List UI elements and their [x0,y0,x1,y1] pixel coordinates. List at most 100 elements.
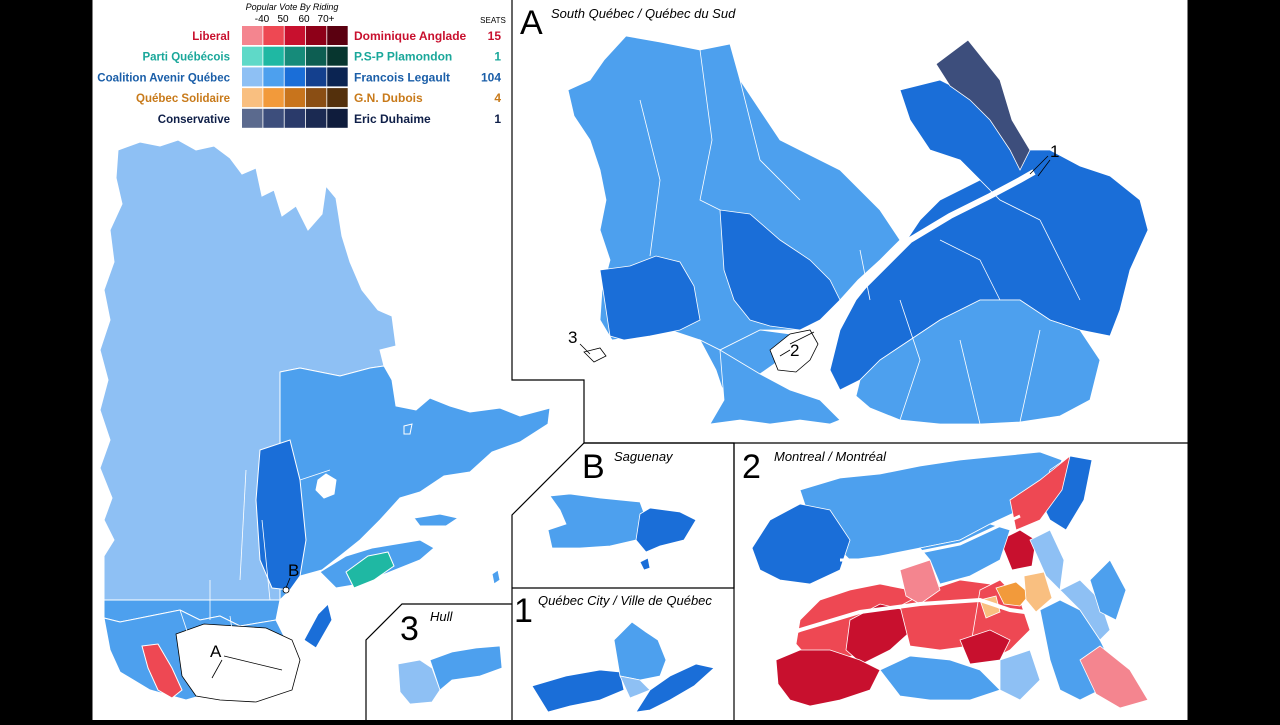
riding-qs-light [1023,571,1053,613]
inset-b-frame [511,442,735,720]
legend-swatch [284,46,306,66]
legend-swatch [284,26,306,45]
legend-bin-label: 70+ [318,14,335,25]
inset-b-number: B [582,448,605,486]
legend-swatch [284,88,306,108]
legend-swatch [263,108,284,128]
riding-east-caq [1089,559,1127,621]
riding-montreal-island [769,329,819,373]
legend-swatch [242,26,263,45]
inset-1-quebec-city: 1 Québec City / Ville de Québec [514,588,735,720]
riding-mtl-north-dark [999,529,1037,571]
riding-montérégie [709,349,841,425]
legend-swatch [327,67,348,87]
riding-hull-area [583,347,607,363]
inset-2-title: Montreal / Montréal [774,449,887,464]
legend-party-name: Liberal [192,31,230,43]
legend-bin-label: 60 [298,14,310,25]
legend-swatch [305,88,327,108]
quebec-main-map [99,139,551,703]
legend-swatch [242,108,263,128]
main-callout-lines [211,577,291,679]
legend-party-name: Coalition Avenir Québec [97,72,230,84]
main-map-borders [179,469,331,641]
callout-3-label: 3 [568,328,577,347]
legend-leader-name: Eric Duhaime [354,112,431,126]
legend-party-name: Parti Québécois [142,52,230,64]
riding-qs-plateau [995,581,1031,607]
riding-mtl-west-dark [845,603,911,665]
st-lawrence-montreal [757,597,1041,648]
legend-swatch [263,46,284,66]
legend-seat-count: 4 [494,91,501,105]
riding-pq-gaspe [345,551,395,589]
callout-2-label: 2 [790,341,799,360]
riding-mtl-caq-east [1029,529,1065,591]
inset-b-title: Saguenay [614,449,674,464]
riding-mtl-caq-mid [919,523,1011,585]
legend-swatch [242,46,263,66]
legend-seat-count: 1 [494,50,501,64]
legend-bin-label: 50 [277,14,289,25]
legend-swatch [305,67,327,87]
legend-row: Coalition Avenir Québec Francois Legault 1… [97,67,501,87]
riding-ungava [99,139,397,601]
legend-swatch [263,88,284,108]
inset-a-title: South Québec / Québec du Sud [551,6,736,21]
riding-duplessis [279,365,551,602]
legend: Popular Vote By Riding -40 50 60 70+ SEA… [97,2,506,128]
riding-hull-east [429,645,503,691]
inset-3-hull: 3 Hull [365,603,512,720]
legend-swatch [263,67,284,87]
island-madeleine [491,569,501,585]
inset-1-title: Québec City / Ville de Québec [538,593,712,608]
riding-hull-west [397,659,441,705]
legend-row: Conservative Eric Duhaime 1 [158,108,501,128]
lake-manicouagan [315,473,337,499]
riding-mtl-south-light [999,649,1041,701]
riding-abitibi-south [599,255,701,341]
legend-row: Québec Solidaire G.N. Dubois 4 [136,88,501,108]
legend-bin-label: -40 [255,14,270,25]
island-anticosti [413,513,460,527]
st-lawrence-river [817,169,1036,333]
legend-party-name: Conservative [158,114,230,126]
riding-rene-levesque [255,439,307,591]
inset-a-borders [639,49,1081,425]
inset-a-south-quebec: A South Québec / Québec du Sud [511,0,1188,444]
inset-2-number: 2 [742,448,761,486]
callout-b-label: B [288,561,299,580]
riding-quebec-east [635,663,715,713]
legend-swatch [327,26,348,45]
island-small [403,423,413,435]
legend-swatch [327,46,348,66]
legend-heading: Popular Vote By Riding [246,2,339,12]
riding-quebec-west [531,669,625,713]
inset-3-title: Hull [430,609,454,624]
riding-conservative-north [935,39,1031,171]
inset-a-frame [511,0,1188,444]
inset-3-frame [365,603,512,720]
riding-south-shore-light [1059,579,1111,641]
legend-leader-name: Dominique Anglade [354,29,467,43]
riding-chicoutimi [635,507,697,553]
inset-a-callout-lines [579,155,1051,357]
riding-gaspe-south [303,603,333,649]
riding-southwest-dark-lib [775,649,881,707]
callout-a-label: A [210,642,222,661]
legend-seat-count: 104 [481,70,501,84]
legend-leader-name: G.N. Dubois [354,91,423,105]
riding-deux-montagnes [751,503,851,585]
legend-seat-count: 1 [494,112,501,126]
legend-swatch [284,67,306,87]
inset-1-number: 1 [514,592,533,630]
riding-mtl-south-dark [959,629,1011,665]
legend-swatch [305,46,327,66]
riding-jonquiere [547,493,649,549]
legend-leader-name: P.S-P Plamondon [354,50,452,64]
inset-a-number: A [520,4,543,42]
riding-south-shore-lib [1079,645,1149,709]
legend-row: Liberal Dominique Anglade 15 [192,26,501,45]
